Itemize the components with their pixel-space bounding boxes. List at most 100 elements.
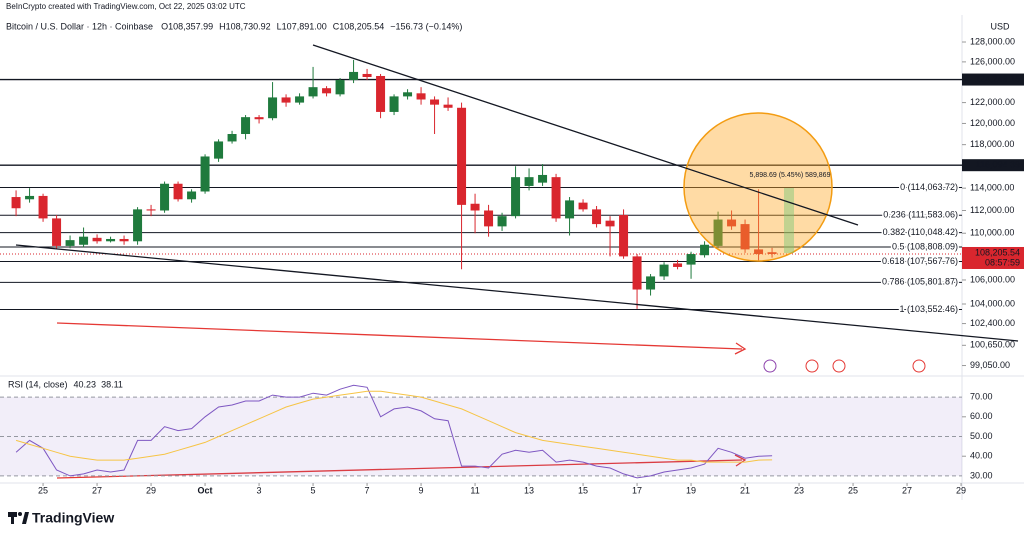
x-tick-label: 27 [92,485,102,495]
candle-body [295,96,305,103]
ohlc-value: H108,730.92 [219,21,271,31]
candle-body [335,80,345,95]
level-label: 116,094.39 [976,160,1020,170]
candle-body [754,249,764,255]
candle-body [173,183,183,200]
level-label: 124,249.15 [975,74,1020,84]
logo-mark [22,512,29,524]
ohlc-value: L107,891.00 [277,21,327,31]
candle-body [133,209,143,242]
x-tick-label: 23 [794,485,804,495]
y-tick-label: 30.00 [970,470,993,480]
candle-body [700,244,710,256]
x-tick-label: 21 [740,485,750,495]
candle-body [605,220,615,227]
x-tick-label: Oct [198,485,213,495]
candle-body [11,197,21,209]
fib-label: 0.5 (108,808.09) [892,241,958,251]
x-tick-label: 3 [257,485,262,495]
candle-body [767,252,777,254]
trend-line [15,244,1019,342]
rsi-line [15,390,773,463]
candle-body [241,117,251,135]
fib-label: 0.236 (111,583.06) [883,210,958,220]
candle-body [511,177,521,217]
candle-body [578,202,588,210]
currency: USD [990,21,1010,31]
y-tick-label: 106,000.00 [970,274,1015,284]
candle-body [430,99,440,105]
candle-body [119,238,129,242]
y-tick-label: 104,000.00 [970,298,1015,308]
candle-body [538,174,548,183]
ohlc-value: O108,357.99 [161,21,213,31]
event-icon [832,359,846,373]
candle-body [146,209,156,211]
candle-body [322,88,332,94]
candle-body [227,134,237,142]
candle-body [200,156,210,192]
y-tick-label: 128,000.00 [970,36,1015,46]
x-tick-label: 25 [848,485,858,495]
x-tick-label: 19 [686,485,696,495]
chart-title: Bitcoin / U.S. Dollar · 12h · Coinbase [6,21,153,31]
rsi-band [0,397,962,476]
candle-body [740,224,750,250]
x-tick-label: 29 [956,485,966,495]
candle-body [565,200,575,219]
y-tick-label: 120,000.00 [970,118,1015,128]
countdown: 08:57:59 [985,257,1020,267]
last-price-tag [962,246,1024,269]
candle-body [38,195,48,219]
candle-body [727,219,737,227]
arrow [56,322,743,350]
x-tick-label: 27 [902,485,912,495]
measure-box [784,188,794,253]
x-tick-label: 25 [38,485,48,495]
highlight-circle [683,112,833,262]
event-icon [912,359,926,373]
x-tick-label: 17 [632,485,642,495]
candle-body [632,256,642,290]
y-tick-label: 99,050.00 [970,360,1010,370]
logo: TradingView [8,510,114,526]
candle-body [619,215,629,257]
fib-label: 0 (114,063.72) [900,182,958,192]
rsi-title: RSI (14, close) [8,379,68,389]
candle-body [160,183,170,211]
candle-body [686,254,696,265]
candle-body [673,263,683,267]
legend-value: 38.11 [101,379,123,389]
candle-body [551,177,561,219]
x-tick-label: 13 [524,485,534,495]
logo-mark [18,512,22,516]
candle-body [646,276,656,290]
x-tick-label: 7 [365,485,370,495]
y-tick-label: 112,000.00 [970,205,1014,215]
candle-body [389,96,399,112]
candle-body [281,97,291,103]
candle-body [713,219,723,246]
event-icons [763,359,926,373]
candle-body [443,104,453,108]
last-price-label: 108,205.54 [975,247,1020,257]
source: BeInCrypto created with TradingView.com,… [6,2,246,11]
candle-body [659,264,669,277]
fib-label: 0.382 (110,048.42) [883,227,958,237]
rsi-line [15,384,773,479]
candle-body [254,117,264,120]
candle-body [484,210,494,227]
candle-body [268,97,278,119]
arrow-head [734,454,747,467]
price-pane: 128,000.00 126,000.00 122,000.00 120,000.00… [0,36,1024,495]
arrow-head [734,342,747,355]
arrow [56,459,743,479]
candle-body [106,238,116,242]
y-tick-label: 70.00 [970,391,993,401]
y-tick-label: 114,000.00 [970,183,1014,193]
candle-body [214,141,224,159]
footer-brand: TradingView [32,510,114,526]
candle-body [79,236,89,245]
